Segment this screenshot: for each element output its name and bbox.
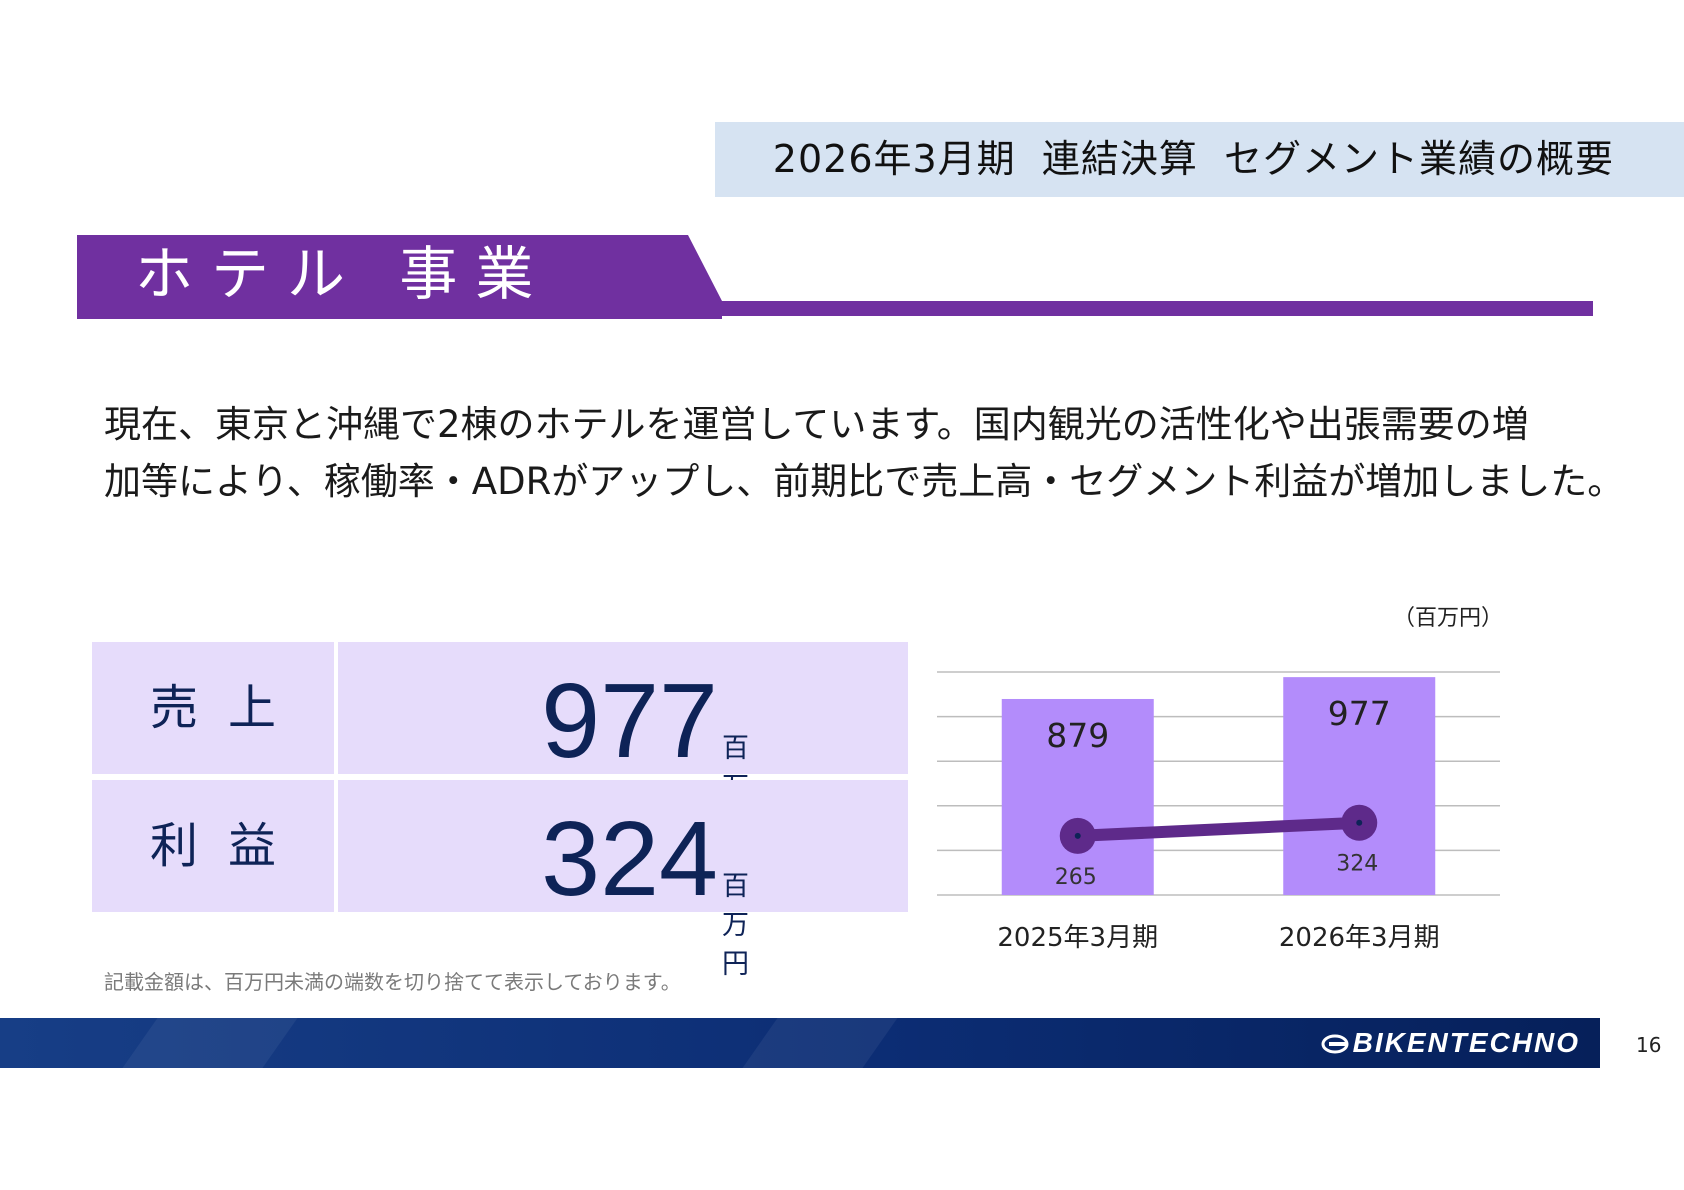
brand-text: BIKENTECHNO: [1352, 1027, 1580, 1058]
kpi-value-cell: [338, 780, 908, 912]
chart: 879 977 265 324 2025年3月期 2026年3月期: [900, 620, 1520, 970]
kpi-value-sales: 977: [541, 662, 718, 780]
page-title: 2026年3月期 連結決算 セグメント業績の概要: [772, 137, 1614, 181]
footnote: 記載金額は、百万円未満の端数を切り捨てて表示しております。: [104, 970, 681, 994]
bar: [1283, 677, 1436, 895]
kpi-label-sales: 売上: [149, 680, 306, 736]
kpi-value-profit: 324: [541, 800, 718, 918]
x-tick-label: 2026年3月期: [1279, 923, 1440, 953]
kpi-label-profit: 利益: [149, 818, 306, 874]
section-banner: [77, 235, 722, 319]
bar-value-label: 977: [1328, 694, 1391, 733]
summary-text: 現在、東京と沖縄で2棟のホテルを運営しています。国内観光の活性化や出張需要の増 …: [104, 396, 1624, 510]
kpi-label-cell: [92, 780, 334, 912]
summary-line: 加等により、稼働率・ADRがアップし、前期比で売上高・セグメント利益が増加しまし…: [104, 460, 1625, 503]
x-tick-label: 2025年3月期: [997, 923, 1158, 953]
line-point-center: [1356, 819, 1363, 826]
section-title: ホテル 事業: [135, 240, 552, 308]
chart-unit-label: （百万円）: [1393, 606, 1504, 631]
footer-stripe: [122, 1018, 298, 1068]
line-point-center: [1074, 832, 1081, 839]
header-box: 2026年3月期 連結決算 セグメント業績の概要: [715, 122, 1684, 197]
chart-svg: 879 977 265 324 2025年3月期 2026年3月期: [937, 671, 1500, 953]
page-number: 16: [1636, 1033, 1662, 1057]
kpi-unit-profit: 百万円: [722, 871, 749, 980]
line-series: [1071, 816, 1366, 842]
bar: [1001, 698, 1154, 895]
kpi-value-cell: [338, 642, 908, 774]
line-value-label: 324: [1336, 852, 1378, 877]
bar-value-label: 879: [1046, 716, 1109, 755]
summary-line: 現在、東京と沖縄で2棟のホテルを運営しています。国内観光の活性化や出張需要の増: [104, 403, 1529, 446]
brand-mark-icon: [1321, 1034, 1349, 1054]
footer-bar: BIKENTECHNO: [0, 1018, 1600, 1068]
kpi-label-cell: [92, 642, 334, 774]
brand-logo: BIKENTECHNO: [1321, 1018, 1580, 1068]
footer-stripe: [742, 1018, 898, 1068]
line-value-label: 265: [1055, 865, 1097, 890]
